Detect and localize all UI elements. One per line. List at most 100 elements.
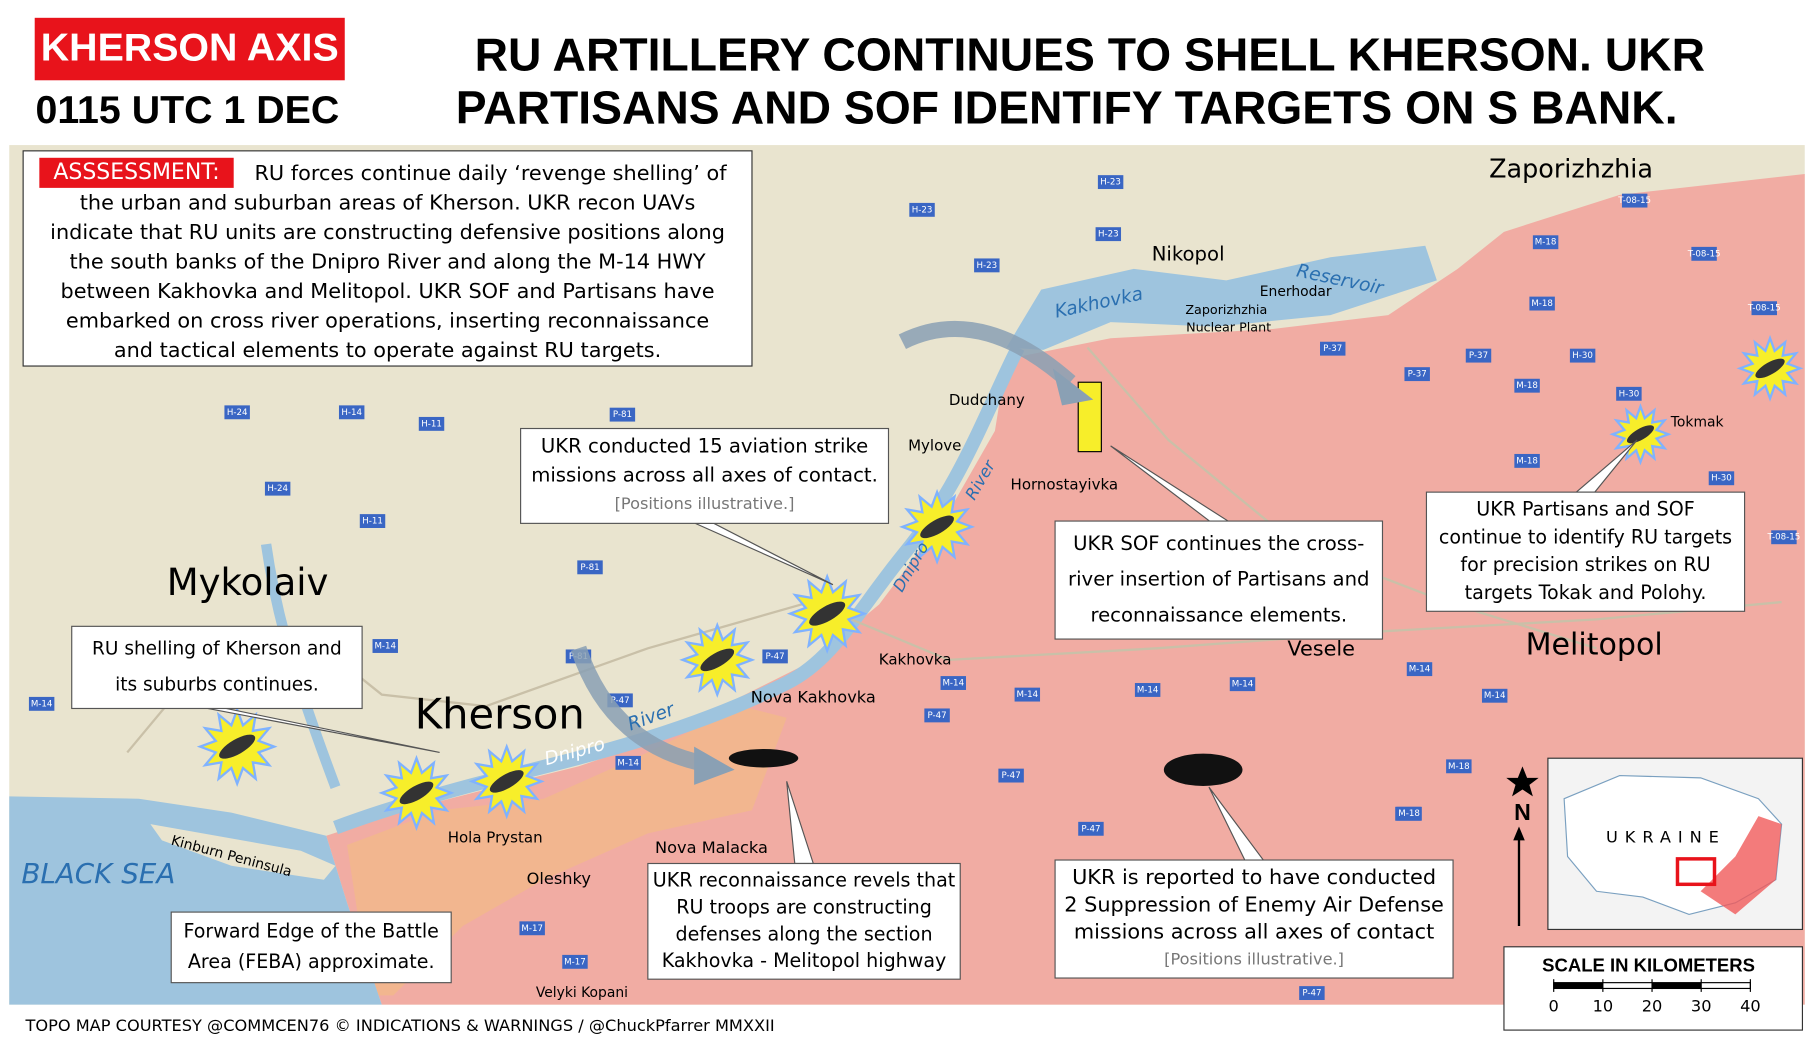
place-label: Nova Kakhovka: [751, 688, 876, 707]
road-label: M-14: [1137, 685, 1159, 695]
callout-line: UKR is reported to have conducted: [1072, 865, 1436, 889]
inset-map: UKRAINE: [1547, 757, 1804, 931]
scale-tick-label: 40: [1740, 996, 1761, 1015]
road-label: M-14: [374, 642, 396, 652]
road-shield: [998, 768, 1024, 783]
road-shield: [519, 921, 545, 936]
road-label: M-14: [617, 758, 639, 768]
road-shield: [562, 954, 588, 969]
callout-line: UKR reconnaissance revels that: [653, 869, 956, 891]
assessment-line: indicate that RU units are constructing …: [50, 220, 725, 244]
place-label: Hornostayivka: [1011, 476, 1119, 494]
place-label: Enerhodar: [1260, 284, 1332, 300]
road-shield: [1095, 227, 1122, 242]
aircraft: [809, 601, 846, 626]
road-label: P-37: [1323, 344, 1342, 354]
aircraft: [399, 781, 434, 805]
road-label: M-18: [1531, 299, 1553, 309]
callout-box: [1425, 491, 1746, 612]
road-shield: [615, 755, 641, 770]
callout-line: targets Tokak and Polohy.: [1465, 582, 1707, 604]
road-label: H-30: [1572, 351, 1593, 361]
aircraft: [1626, 425, 1654, 444]
place-label: Velyki Kopani: [536, 985, 628, 1001]
road-shield: [224, 405, 250, 420]
place-label: Zaporizhzhia: [1489, 155, 1653, 185]
place-label: Nikopol: [1152, 242, 1225, 265]
road-shield: [1465, 348, 1492, 363]
scale-tick-label: 10: [1593, 996, 1614, 1015]
dnipro-river: [333, 344, 1025, 835]
callout-note: [Positions illustrative.]: [615, 494, 795, 513]
callout-line: for precision strikes on RU: [1460, 554, 1710, 576]
kakhovka-reservoir: [1006, 245, 1437, 350]
callout-line: missions across all axes of contact.: [531, 463, 878, 486]
place-label: Dudchany: [949, 391, 1025, 409]
aircraft: [920, 515, 954, 539]
road-label: P-47: [1302, 989, 1321, 999]
road-shield: [1529, 296, 1555, 311]
scale-box: SCALE IN KILOMETERS 0 10 20 30 40: [1503, 946, 1804, 1031]
callout-line: Forward Edge of the Battle: [183, 921, 438, 943]
callout-line: its suburbs continues.: [115, 674, 319, 695]
timestamp: 0115 UTC 1 DEC: [35, 88, 339, 132]
callout-line: UKR conducted 15 aviation strike: [541, 435, 868, 458]
road-label: H-11: [362, 517, 383, 527]
road-label: P-47: [1081, 824, 1100, 834]
title: RU ARTILLERY CONTINUES TO SHELL KHERSON.…: [475, 29, 1705, 81]
inset-occupied: [1700, 816, 1782, 915]
scale-segment: [1652, 982, 1702, 989]
callout-box: [170, 911, 452, 984]
aircraft: [219, 734, 256, 759]
assessment-line: between Kakhovka and Melitopol. UKR SOF …: [61, 279, 715, 303]
callout-line: reconnaissance elements.: [1090, 603, 1347, 626]
road-label: H-23: [1098, 230, 1119, 240]
place-label: Kakhovka: [879, 650, 952, 668]
road-shield: [1097, 175, 1124, 190]
callout-line: 2 Suppression of Enemy Air Defense: [1064, 892, 1444, 916]
assessment-line: embarked on cross river operations, inse…: [66, 308, 709, 332]
road-shield: [1691, 246, 1717, 261]
assessment: RU forces continue daily ‘revenge shelli…: [50, 161, 727, 362]
place-label: Kherson: [415, 690, 585, 739]
callout-box: [647, 862, 961, 980]
scale-tick-label: 20: [1642, 996, 1663, 1015]
road-shield: [1404, 367, 1430, 382]
road-shield: [1621, 193, 1648, 208]
road-label: P-47: [766, 652, 785, 662]
road-shield: [940, 676, 967, 690]
road-shield: [1078, 821, 1104, 836]
aircraft: [1755, 358, 1785, 379]
road-shield: [1771, 530, 1797, 545]
road-label: P-81: [613, 410, 632, 420]
kinburn-peninsula: [150, 824, 336, 880]
road-label: M-14: [942, 679, 964, 689]
tag-box: [34, 17, 345, 81]
road-shield: [1481, 688, 1508, 703]
road-label: P-37: [1408, 370, 1427, 380]
assessment-label-box: [39, 157, 234, 188]
road-shield: [609, 407, 636, 422]
title: PARTISANS AND SOF IDENTIFY TARGETS ON S …: [456, 82, 1678, 134]
road-shield: [1134, 683, 1161, 697]
contested-area: [347, 706, 787, 996]
callout-line: RU troops are constructing: [676, 896, 932, 918]
callout-box: [1054, 520, 1384, 640]
road-shield: [418, 416, 445, 431]
callout-line: defenses along the section: [675, 923, 932, 945]
arrow: [570, 645, 708, 772]
callout-note: [Positions illustrative.]: [1164, 950, 1344, 969]
road-label: H-11: [421, 419, 442, 429]
road-label: M-18: [1448, 762, 1470, 772]
road-shield: [974, 258, 1000, 273]
scale-tick-label: 0: [1549, 996, 1559, 1015]
road-shield: [1616, 386, 1642, 401]
scale-tick-label: 30: [1691, 996, 1712, 1015]
road-shield: [28, 696, 55, 711]
place-label: Hola Prystan: [448, 829, 543, 847]
arrow-head: [1052, 368, 1094, 406]
road-label: M-17: [564, 957, 586, 967]
road-label: T-08-15: [1747, 304, 1781, 314]
callout-line: UKR Partisans and SOF: [1476, 499, 1695, 521]
